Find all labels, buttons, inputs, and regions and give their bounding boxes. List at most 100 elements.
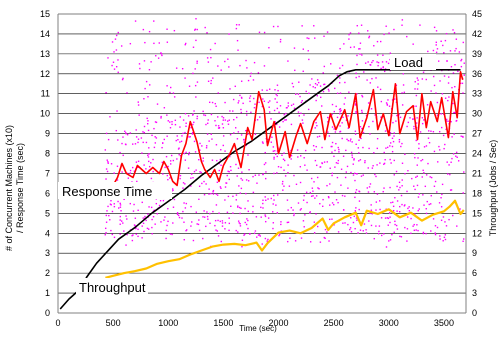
- scatter-point: [215, 193, 218, 195]
- scatter-point: [265, 171, 267, 173]
- throughput-label-bg: [76, 278, 148, 295]
- scatter-point: [218, 126, 221, 129]
- scatter-point: [204, 114, 207, 117]
- scatter-point: [406, 35, 408, 38]
- scatter-point: [167, 165, 169, 168]
- scatter-point: [423, 204, 425, 206]
- scatter-point: [153, 20, 155, 22]
- scatter-point: [416, 175, 418, 177]
- scatter-point: [418, 143, 420, 145]
- scatter-point: [406, 240, 408, 242]
- scatter-point: [401, 179, 403, 181]
- scatter-point: [228, 119, 230, 121]
- scatter-point: [190, 205, 192, 208]
- scatter-point: [447, 99, 449, 102]
- scatter-point: [302, 48, 305, 50]
- scatter-point: [153, 42, 155, 45]
- scatter-point: [214, 42, 216, 45]
- scatter-point: [375, 209, 377, 211]
- x-tick-label: 1500: [213, 318, 233, 328]
- scatter-point: [232, 98, 235, 101]
- scatter-point: [418, 147, 420, 150]
- scatter-point: [444, 221, 446, 223]
- scatter-point: [375, 201, 378, 203]
- scatter-point: [402, 84, 405, 86]
- scatter-point: [279, 233, 281, 236]
- scatter-point: [322, 72, 324, 74]
- scatter-point: [147, 96, 149, 98]
- scatter-point: [255, 216, 258, 218]
- scatter-point: [377, 61, 380, 64]
- scatter-point: [422, 194, 424, 196]
- scatter-point: [195, 96, 197, 98]
- scatter-point: [166, 174, 169, 177]
- scatter-point: [313, 232, 316, 234]
- scatter-point: [331, 141, 334, 144]
- scatter-point: [107, 162, 109, 164]
- scatter-point: [193, 170, 196, 173]
- scatter-point: [363, 71, 365, 73]
- scatter-point: [327, 196, 330, 198]
- scatter-point: [354, 100, 356, 103]
- scatter-point: [240, 96, 243, 99]
- scatter-point: [411, 177, 413, 180]
- scatter-point: [190, 126, 192, 129]
- scatter-point: [444, 97, 447, 99]
- scatter-point: [348, 91, 350, 93]
- scatter-point: [398, 114, 400, 116]
- scatter-point: [220, 187, 222, 190]
- scatter-point: [176, 135, 178, 137]
- scatter-point: [218, 162, 220, 165]
- scatter-point: [169, 91, 171, 94]
- scatter-point: [144, 215, 146, 218]
- scatter-point: [333, 224, 335, 226]
- scatter-point: [113, 236, 116, 239]
- scatter-point: [450, 161, 452, 163]
- axes: [57, 14, 467, 314]
- scatter-point: [354, 130, 357, 132]
- scatter-point: [339, 108, 342, 110]
- scatter-point: [148, 147, 150, 149]
- scatter-point: [254, 174, 257, 176]
- scatter-point: [127, 177, 130, 179]
- scatter-point: [289, 237, 291, 239]
- scatter-point: [170, 86, 172, 89]
- scatter-point: [384, 70, 386, 73]
- scatter-point: [418, 193, 421, 195]
- scatter-point: [455, 38, 458, 40]
- scatter-point: [460, 58, 463, 61]
- scatter-point: [421, 122, 424, 125]
- scatter-point: [423, 172, 425, 174]
- scatter-point: [145, 141, 148, 144]
- scatter-point: [129, 169, 132, 172]
- scatter-point: [432, 218, 435, 220]
- scatter-point: [120, 45, 123, 47]
- scatter-point: [155, 137, 158, 139]
- scatter-point: [217, 125, 220, 127]
- scatter-point: [300, 208, 302, 210]
- scatter-point: [408, 210, 411, 212]
- scatter-point: [418, 208, 420, 210]
- scatter-point: [198, 229, 201, 232]
- scatter-point: [341, 64, 344, 67]
- scatter-point: [398, 181, 401, 184]
- scatter-point: [171, 121, 173, 123]
- scatter-point: [297, 202, 300, 204]
- scatter-point: [358, 32, 360, 34]
- scatter-point: [126, 233, 128, 236]
- scatter-point: [137, 104, 140, 106]
- scatter-point: [376, 193, 379, 195]
- scatter-point: [274, 98, 276, 100]
- scatter-point: [121, 142, 123, 145]
- scatter-point: [401, 185, 403, 187]
- scatter-point: [362, 146, 364, 149]
- scatter-point: [359, 53, 361, 55]
- scatter-point: [416, 184, 419, 187]
- scatter-point: [230, 169, 232, 172]
- scatter-point: [394, 98, 396, 100]
- scatter-point: [415, 105, 417, 107]
- scatter-point: [333, 155, 335, 158]
- scatter-point: [277, 89, 279, 92]
- scatter-point: [134, 143, 137, 145]
- scatter-point: [416, 88, 419, 90]
